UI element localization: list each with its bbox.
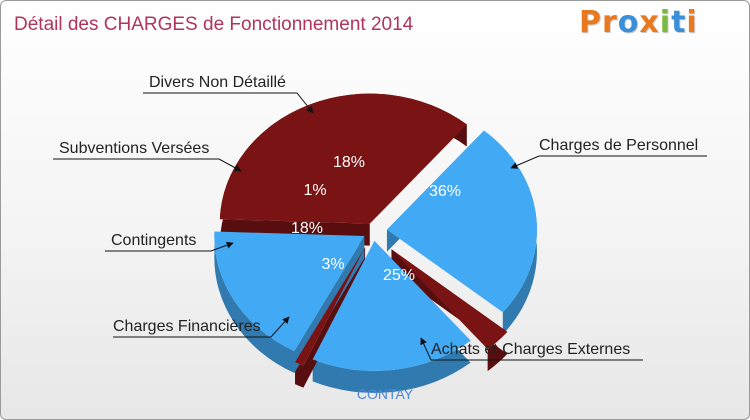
slice-percent-label: 18% <box>333 154 365 171</box>
pie-slice-side <box>214 231 365 373</box>
slice-category-label: Charges de Personnel <box>539 137 698 154</box>
slice-category-label: Achats et Charges Externes <box>431 341 630 358</box>
pie-slice[interactable] <box>295 247 366 366</box>
slice-category-label: Contingents <box>111 232 196 249</box>
pie-slice[interactable] <box>391 249 508 350</box>
pie-slice[interactable] <box>312 240 471 371</box>
slice-percent-label: 3% <box>321 256 344 273</box>
logo-letter: r <box>602 5 618 40</box>
logo-letter: o <box>617 5 640 40</box>
slice-percent-label: 25% <box>383 267 415 284</box>
slice-category-label: Charges Financières <box>113 318 261 335</box>
callout-line <box>113 316 290 338</box>
slice-percent-label: 36% <box>429 183 461 200</box>
logo-letter: t <box>671 5 687 40</box>
logo-letter: P <box>579 5 602 40</box>
city-caption: CONTAY <box>357 386 414 402</box>
callout-line <box>420 337 643 361</box>
logo-letter: i <box>659 5 672 40</box>
slice-percent-label: 18% <box>291 220 323 237</box>
pie-slice[interactable] <box>386 130 537 313</box>
proxiti-logo: Proxiti <box>579 5 697 47</box>
callout-line <box>143 92 314 114</box>
callout-line <box>510 155 707 169</box>
slice-category-label: Divers Non Détaillé <box>149 74 286 91</box>
pie-slice[interactable] <box>219 93 467 224</box>
pie-slice[interactable] <box>214 231 365 351</box>
logo-letter: x <box>639 5 660 40</box>
chart-title: Détail des CHARGES de Fonctionnement 201… <box>14 14 414 35</box>
logo-letter: i <box>686 5 698 40</box>
slice-percent-label: 1% <box>303 182 326 199</box>
pie-slice-side <box>391 249 508 372</box>
callout-line <box>53 158 242 172</box>
callout-line <box>105 241 234 252</box>
slice-category-label: Subventions Versées <box>59 140 209 157</box>
